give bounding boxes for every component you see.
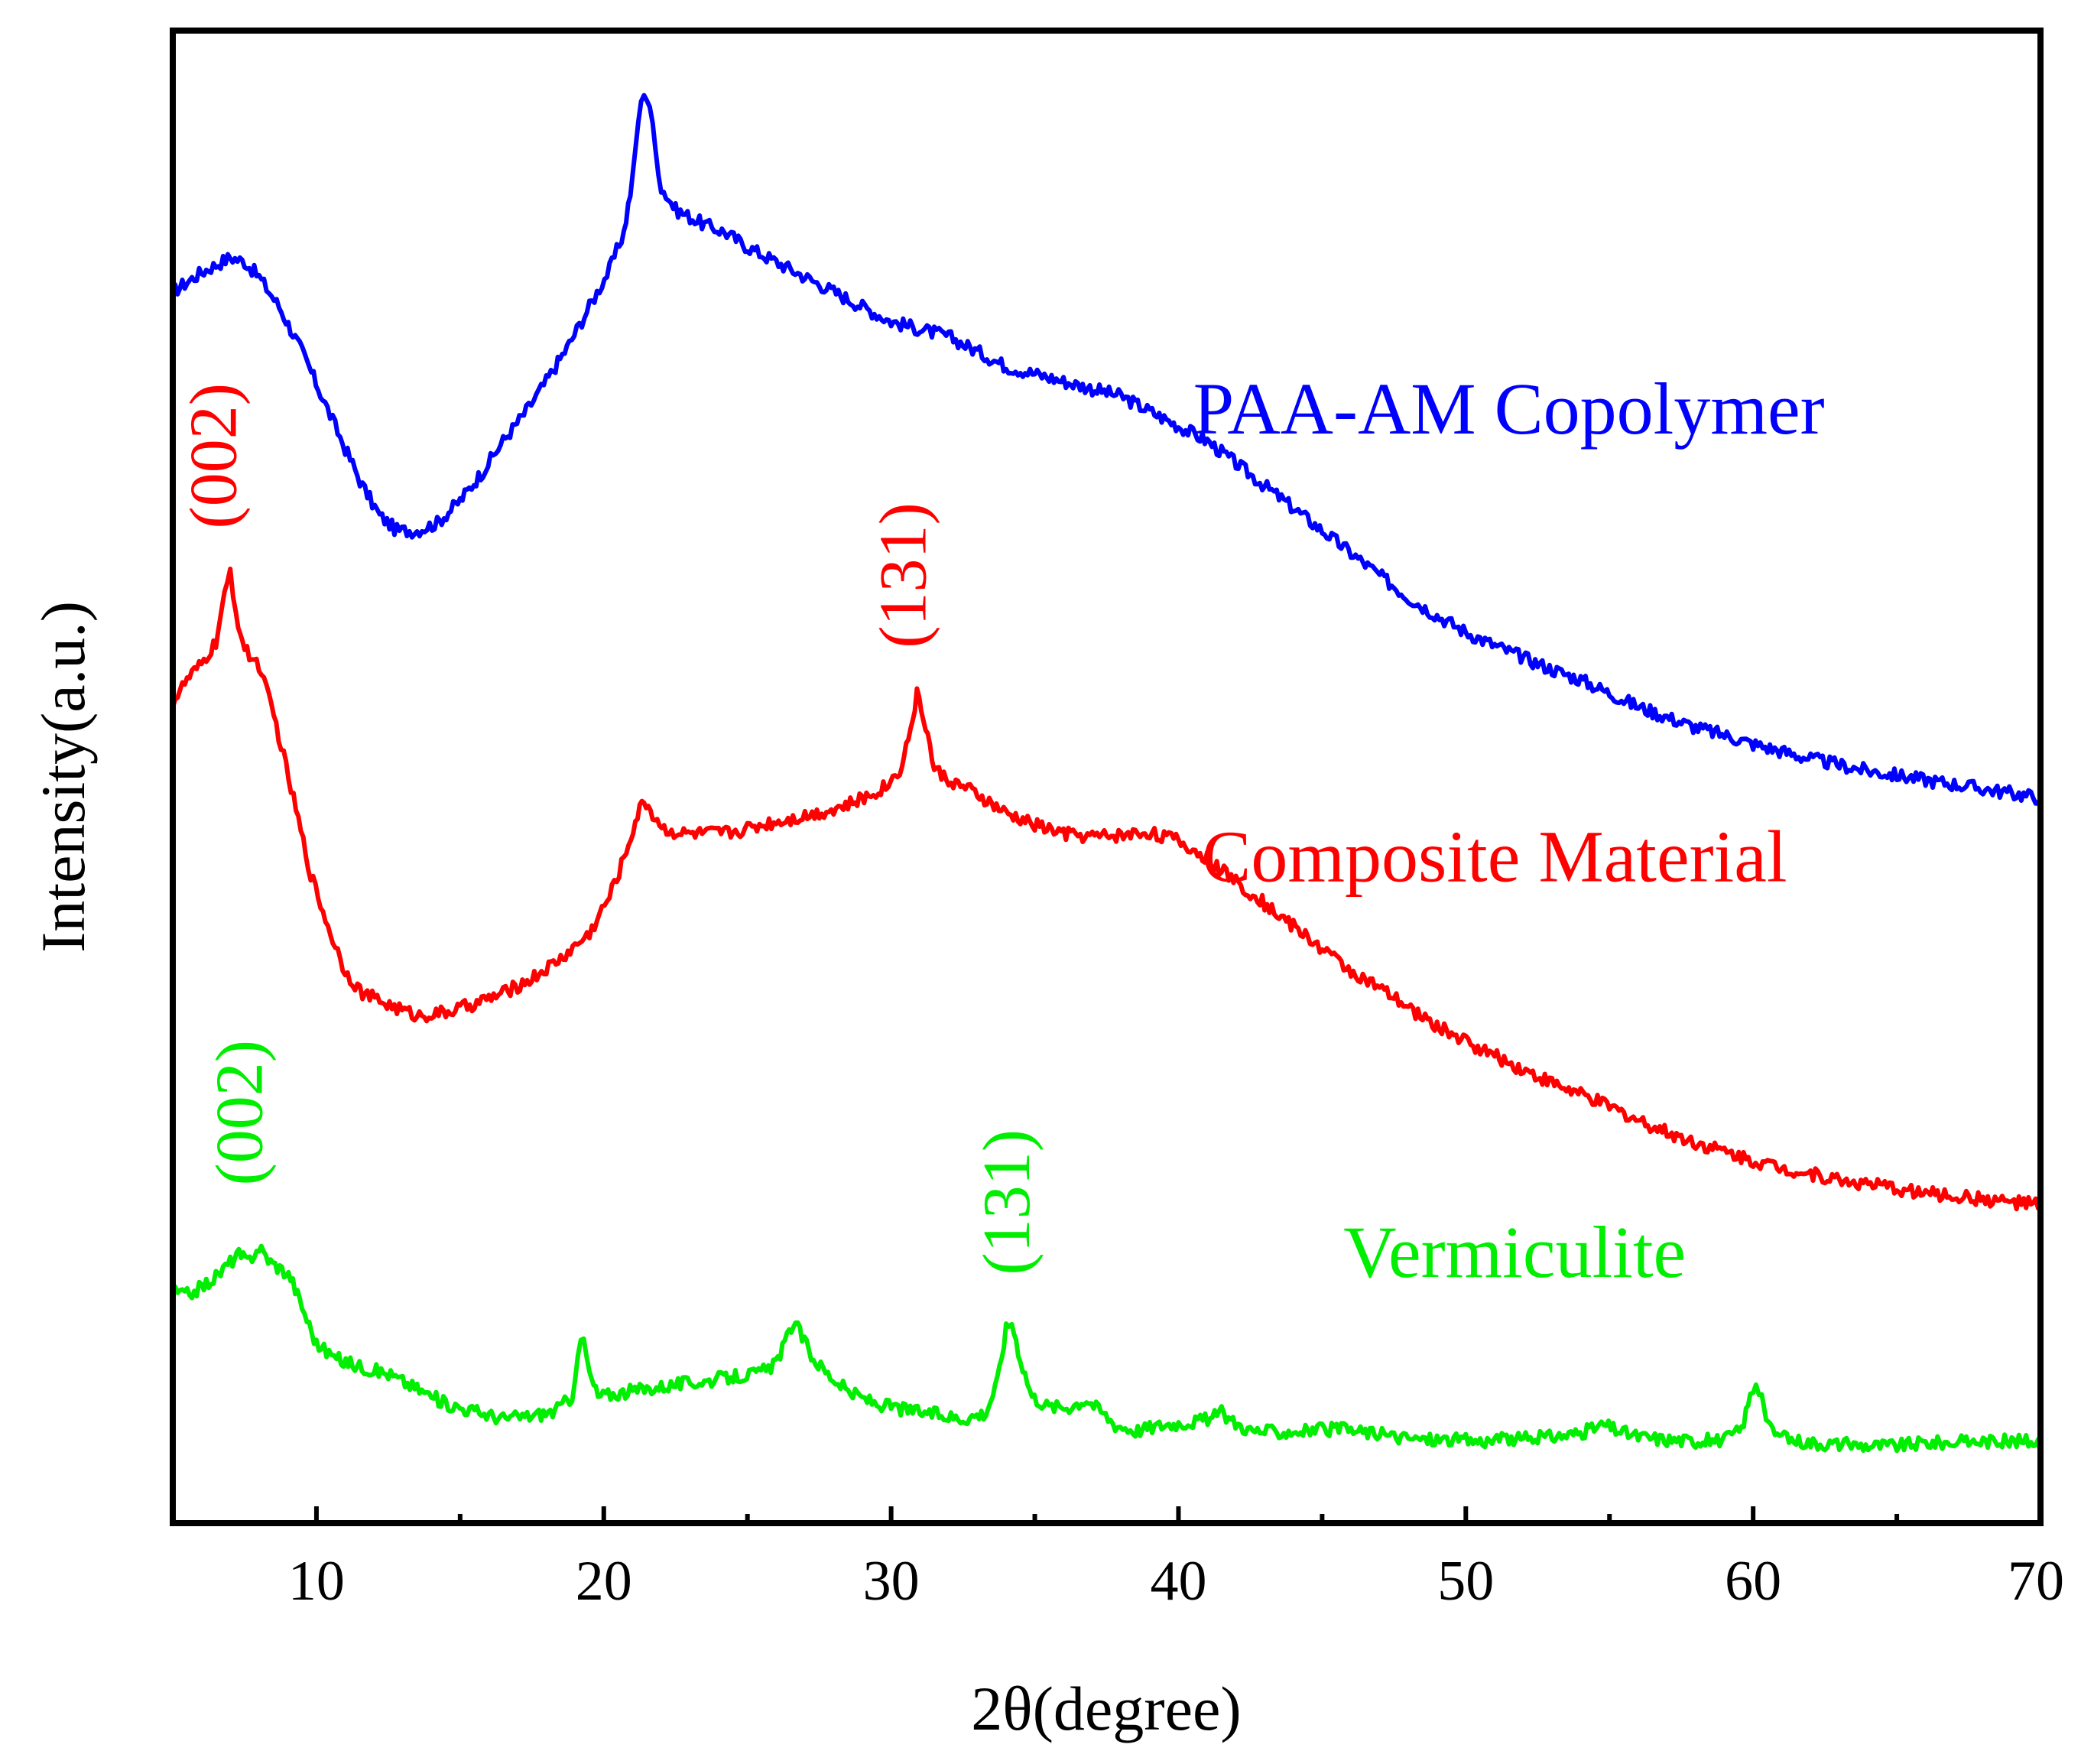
x-tick-label-60: 60 [1725, 1550, 1781, 1613]
x-axis-title: 2θ(degree) [971, 1674, 1241, 1743]
peak-annotation-4: (131) [970, 1129, 1044, 1275]
series-label-composite-material: Composite Material [1202, 816, 1787, 898]
series-label-paa-am-copolymer: PAA-AM Copolymer [1193, 368, 1825, 450]
label-layer: PAA-AM Copolymer Composite Material Vermic… [177, 368, 1825, 1293]
x-tick-label-70: 70 [2008, 1550, 2064, 1613]
tick-layer: 10 20 30 40 50 60 70 [288, 1506, 2064, 1613]
series-label-vermiculite: Vermiculite [1343, 1211, 1686, 1293]
x-tick-label-10: 10 [288, 1550, 345, 1613]
y-axis-title: Intensity(a.u.) [28, 601, 98, 953]
x-tick-label-50: 50 [1437, 1550, 1494, 1613]
series-line-vermiculite [170, 1243, 2042, 1454]
x-tick-label-20: 20 [576, 1550, 632, 1613]
x-tick-label-40: 40 [1150, 1550, 1206, 1613]
plot-frame [170, 28, 2044, 1526]
plot-area [173, 31, 2040, 1523]
x-tick-label-30: 30 [863, 1550, 920, 1613]
series-layer [170, 93, 2043, 1454]
series-line-paa-am-copolymer [171, 93, 2043, 806]
peak-annotation-1: (002) [177, 383, 252, 529]
peak-annotation-2: (131) [867, 502, 941, 648]
peak-annotation-3: (002) [203, 1040, 278, 1186]
series-line-composite-material [170, 567, 2043, 1212]
